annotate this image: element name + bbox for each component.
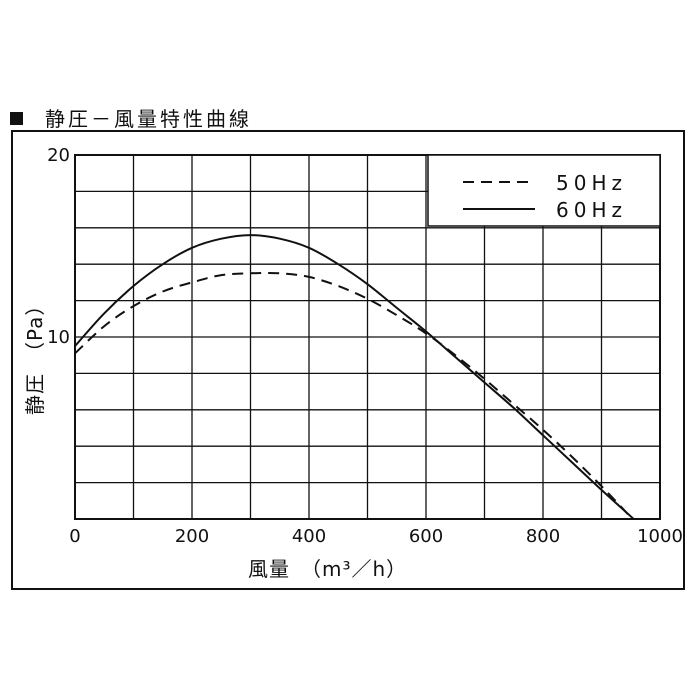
legend-label-50hz: 50Hz xyxy=(556,171,627,195)
x-tick-labels: 0 200 400 600 800 1000 xyxy=(69,526,683,547)
title-square-marker xyxy=(10,112,23,125)
x-tick-label: 800 xyxy=(526,526,560,547)
x-tick-label: 600 xyxy=(409,526,443,547)
x-axis-label: 風量 （m³／h） xyxy=(248,557,407,581)
series-line-60hz xyxy=(74,234,635,520)
series-lines xyxy=(74,234,635,520)
legend: 50Hz 60Hz xyxy=(427,154,661,227)
x-tick-label: 1000 xyxy=(637,526,683,547)
x-tick-label: 400 xyxy=(292,526,326,547)
chart-frame xyxy=(11,130,685,590)
x-tick-label: 200 xyxy=(175,526,209,547)
chart-title-text: 静圧－風量特性曲線 xyxy=(45,107,252,131)
chart-title: 静圧－風量特性曲線 xyxy=(10,103,252,132)
plot-border xyxy=(74,154,661,520)
grid xyxy=(75,155,660,519)
y-tick-label: 10 xyxy=(47,327,70,348)
series-line-50hz xyxy=(74,271,632,518)
y-tick-label: 20 xyxy=(47,145,70,166)
x-tick-label: 0 xyxy=(69,526,80,547)
legend-label-60hz: 60Hz xyxy=(556,198,627,222)
y-tick-labels: 10 20 xyxy=(47,145,70,348)
legend-box xyxy=(427,154,661,227)
y-axis-label: 静圧 （Pa） xyxy=(23,295,47,415)
